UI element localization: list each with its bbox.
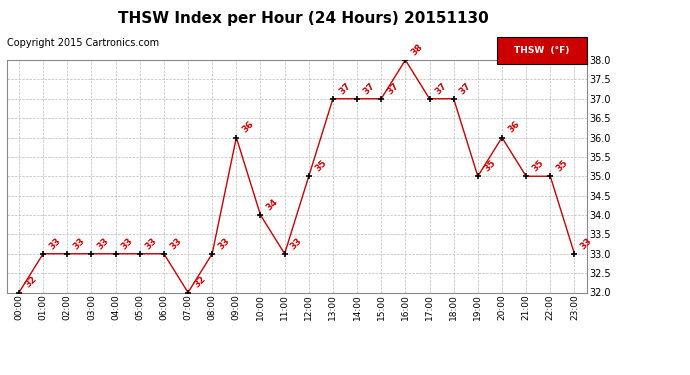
Text: 37: 37: [434, 81, 449, 96]
Text: 33: 33: [168, 236, 184, 251]
Text: 37: 37: [337, 81, 353, 96]
Text: 33: 33: [144, 236, 159, 251]
Text: 37: 37: [386, 81, 401, 96]
Text: 34: 34: [265, 197, 280, 212]
Text: THSW Index per Hour (24 Hours) 20151130: THSW Index per Hour (24 Hours) 20151130: [118, 11, 489, 26]
Text: 32: 32: [193, 274, 208, 290]
Text: Copyright 2015 Cartronics.com: Copyright 2015 Cartronics.com: [7, 38, 159, 48]
Text: 33: 33: [72, 236, 87, 251]
Text: 33: 33: [120, 236, 135, 251]
Text: 33: 33: [289, 236, 304, 251]
Text: THSW  (°F): THSW (°F): [514, 46, 569, 55]
Text: 38: 38: [410, 42, 425, 57]
Text: 35: 35: [555, 158, 570, 174]
Text: 36: 36: [241, 120, 256, 135]
Text: 36: 36: [506, 120, 522, 135]
Text: 33: 33: [48, 236, 63, 251]
Text: 35: 35: [313, 158, 328, 174]
Text: 35: 35: [531, 158, 546, 174]
Text: 37: 37: [362, 81, 377, 96]
Text: 33: 33: [217, 236, 232, 251]
Text: 33: 33: [96, 236, 111, 251]
Text: 37: 37: [458, 81, 473, 96]
Text: 33: 33: [579, 236, 594, 251]
Text: 35: 35: [482, 158, 497, 174]
Text: 32: 32: [23, 274, 39, 290]
